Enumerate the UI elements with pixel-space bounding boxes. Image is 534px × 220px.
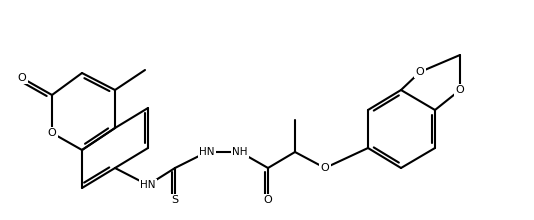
Text: O: O	[48, 128, 57, 138]
Text: S: S	[171, 195, 178, 205]
Text: O: O	[264, 195, 272, 205]
Text: O: O	[320, 163, 329, 173]
Text: O: O	[415, 67, 425, 77]
Text: NH: NH	[232, 147, 248, 157]
Text: O: O	[18, 73, 26, 83]
Text: HN: HN	[199, 147, 215, 157]
Text: O: O	[456, 85, 465, 95]
Text: HN: HN	[140, 180, 156, 190]
